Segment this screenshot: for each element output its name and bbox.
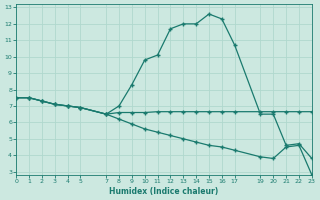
X-axis label: Humidex (Indice chaleur): Humidex (Indice chaleur): [109, 187, 219, 196]
